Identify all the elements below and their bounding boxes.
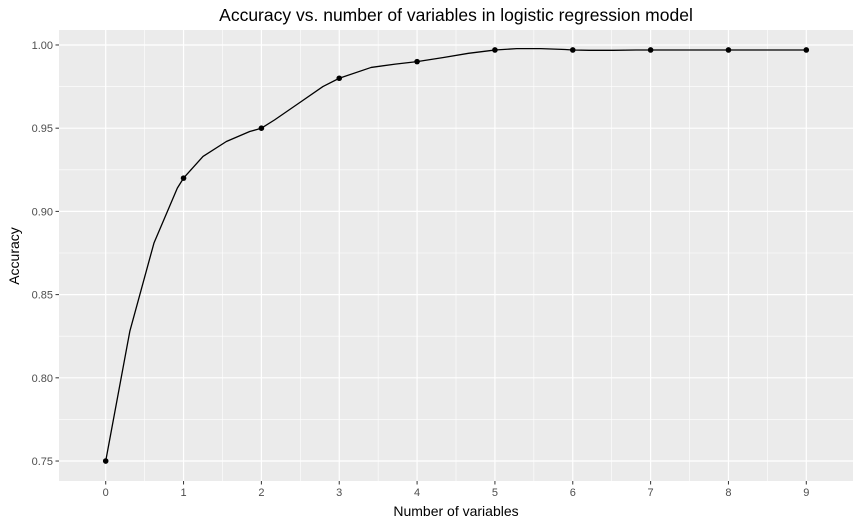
x-tick-label: 5 [492, 487, 498, 499]
chart-title: Accuracy vs. number of variables in logi… [219, 5, 693, 25]
x-tick-label: 1 [180, 487, 186, 499]
data-point [492, 47, 498, 53]
data-point [258, 125, 265, 131]
y-axis-ticks: 0.75 0.80 0.85 0.90 0.95 1.00 [32, 40, 59, 468]
y-tick-label: 0.75 [32, 456, 53, 468]
accuracy-line [105, 47, 807, 462]
x-axis-title: Number of variables [393, 503, 518, 519]
y-axis-title: Accuracy [6, 227, 22, 285]
y-tick-label: 0.90 [32, 206, 53, 218]
y-tick-label: 0.95 [32, 123, 53, 135]
x-tick-label: 7 [648, 487, 654, 499]
data-points [102, 47, 810, 464]
x-tick-label: 0 [103, 487, 109, 499]
data-point [414, 58, 420, 65]
x-tick-label: 6 [570, 487, 576, 499]
x-tick-label: 2 [258, 487, 264, 499]
x-axis-ticks: 0 1 2 3 4 5 6 7 8 9 [103, 481, 809, 499]
data-point [336, 75, 343, 82]
major-gridlines [59, 30, 853, 481]
data-point [569, 47, 576, 53]
data-point [180, 175, 187, 181]
x-tick-label: 3 [336, 487, 342, 499]
data-point [803, 47, 810, 53]
data-point [725, 47, 732, 53]
x-tick-label: 4 [414, 487, 420, 499]
y-tick-label: 1.00 [32, 40, 53, 52]
x-tick-label: 8 [725, 487, 731, 499]
minor-gridlines [59, 30, 853, 481]
x-tick-label: 9 [803, 487, 809, 499]
y-tick-label: 0.85 [32, 290, 53, 302]
data-point [647, 47, 654, 53]
y-tick-label: 0.80 [32, 373, 53, 385]
data-point [102, 458, 109, 464]
